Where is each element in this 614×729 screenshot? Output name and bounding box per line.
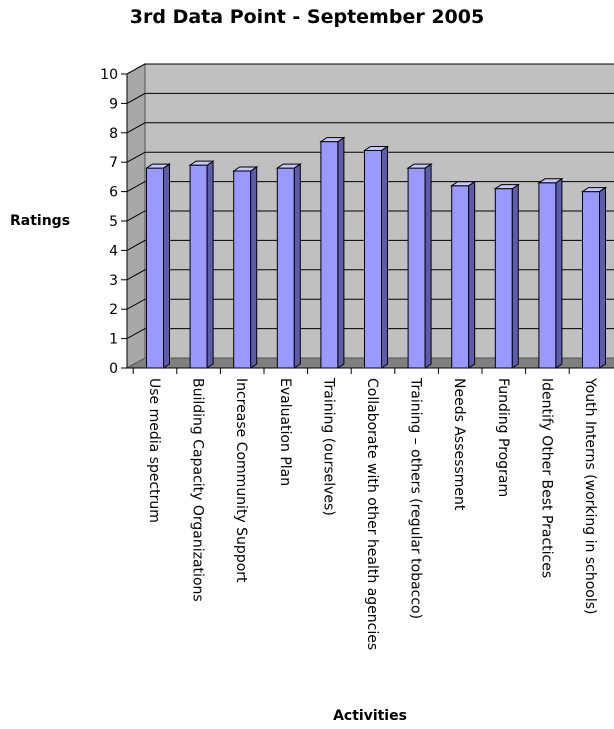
x-tick-label: Use media spectrum — [146, 378, 162, 523]
bar-top — [537, 178, 564, 184]
gridline — [126, 63, 614, 75]
y-tick-labels: 0 1 2 3 4 5 6 7 8 9 10 — [100, 67, 118, 377]
y-axis-label: Ratings — [10, 213, 71, 229]
y-tick-label: 2 — [109, 302, 118, 318]
bar-top — [144, 163, 172, 169]
bar-front — [189, 164, 208, 369]
gridline — [126, 92, 614, 104]
bar-side — [250, 166, 258, 369]
bar — [493, 183, 520, 369]
y-tick-label: 4 — [109, 243, 118, 259]
bar-side — [337, 136, 345, 369]
bar — [232, 166, 259, 369]
bar-side — [555, 177, 563, 369]
y-tick-label: 0 — [109, 361, 118, 377]
bar — [319, 136, 346, 369]
bar-front — [320, 141, 339, 369]
gridline — [126, 151, 614, 163]
bar-side — [511, 183, 519, 369]
bar — [188, 160, 215, 369]
bar-side — [293, 163, 301, 369]
y-tick-label: 5 — [109, 214, 118, 230]
bar-top — [188, 160, 215, 166]
bar-front — [407, 167, 426, 369]
x-tick-label: Funding Program — [495, 378, 511, 497]
bars — [144, 136, 608, 369]
bar-top — [275, 163, 302, 169]
y-tick-label: 3 — [109, 273, 118, 289]
y-tick-label: 10 — [100, 67, 118, 83]
y-tick-label: 6 — [109, 185, 118, 201]
x-tick-label: Training (ourselves) — [320, 377, 336, 516]
bar-top — [362, 145, 390, 151]
y-tick-label: 8 — [109, 126, 118, 142]
x-tick-label: Increase Community Support — [233, 378, 249, 583]
bar-top — [493, 184, 520, 190]
bar — [580, 186, 608, 369]
x-tick-label: Youth Interns (working in schools) — [582, 377, 598, 614]
bar-front — [364, 149, 382, 369]
bar-top — [406, 163, 433, 169]
bar-side — [381, 145, 388, 369]
bar-top — [232, 166, 259, 172]
x-axis-label: Activities — [333, 708, 407, 724]
bar — [406, 163, 433, 369]
bar-side — [468, 180, 476, 369]
chart-title: 3rd Data Point - September 2005 — [129, 6, 485, 28]
bar-front — [276, 167, 295, 369]
bar-front — [538, 182, 557, 369]
bar-front — [494, 188, 513, 369]
x-tick-label: Building Capacity Organizations — [190, 378, 206, 602]
bar — [450, 180, 477, 369]
bar-top — [580, 187, 608, 193]
bar-front — [146, 167, 164, 369]
x-tick-labels: Use media spectrum Building Capacity Orga… — [146, 377, 598, 650]
bar-front — [582, 191, 600, 369]
gridline — [126, 122, 614, 134]
y-tick-label: 1 — [109, 332, 118, 348]
bar-top — [319, 137, 346, 143]
x-tick-label: Evaluation Plan — [277, 378, 293, 486]
bar-side — [599, 186, 606, 369]
x-tick-label: Collaborate with other health agencies — [364, 378, 380, 650]
bar-side — [163, 163, 170, 369]
bar — [362, 145, 390, 369]
bar-front — [233, 170, 252, 369]
bar — [144, 163, 172, 369]
bar — [537, 177, 564, 369]
bar-front — [451, 185, 470, 369]
y-tick-label: 9 — [109, 96, 118, 112]
x-tick-label: Needs Assessment — [451, 378, 467, 511]
y-tick-label: 7 — [109, 155, 118, 171]
bar — [275, 163, 302, 369]
bar-top — [450, 181, 477, 187]
x-tick-label: Training – others (regular tobacco) — [408, 377, 424, 619]
bar-side — [424, 163, 432, 369]
x-tick-label: Identify Other Best Practices — [538, 378, 554, 578]
bar-side — [206, 160, 214, 369]
